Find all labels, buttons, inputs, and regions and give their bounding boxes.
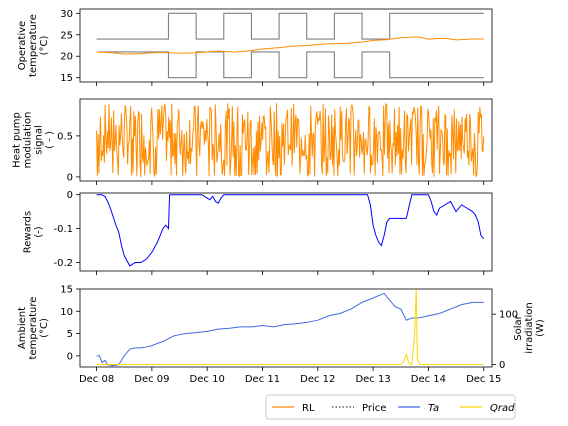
- plot-area: [96, 12, 484, 79]
- y-axis-label-line: (°C): [39, 318, 50, 338]
- comfort-bound-lower: [96, 51, 484, 79]
- y-tick-label: 0: [67, 172, 73, 183]
- y-axis-label-line: (-): [34, 226, 45, 238]
- comfort-bound-upper: [96, 12, 484, 40]
- y2-tick-label: 100: [499, 310, 518, 321]
- plot-area: [96, 194, 485, 267]
- legend-label: RL: [302, 403, 315, 414]
- y-axis-label-line: signal: [34, 125, 45, 155]
- y-tick-label: 25: [60, 30, 73, 41]
- y-axis-label-line: Rewards: [23, 211, 34, 253]
- legend-label: Price: [362, 403, 386, 414]
- legend: RL Price Ta Qrad: [265, 394, 516, 420]
- series-line-rl: [96, 36, 484, 55]
- y2-axis-label-line: (W): [535, 319, 546, 337]
- x-tick-label: Dec 14: [411, 374, 446, 385]
- y2-tick-label: 0: [499, 360, 505, 371]
- axes-frame: [79, 192, 493, 272]
- y-tick-label: 10: [60, 307, 73, 318]
- y-tick-label: 0: [67, 190, 73, 201]
- y-axis-label-line: Ambient: [17, 307, 28, 349]
- legend-label: Qrad: [490, 403, 515, 414]
- x-tick-label: Dec 09: [134, 374, 169, 385]
- x-tick-label: Dec 08: [79, 374, 114, 385]
- y2-axis-label-line: Solar: [513, 314, 524, 340]
- panel-2: 0 0.5 Heat pump modulation signal( - ): [12, 98, 493, 185]
- axes-frame: [79, 288, 493, 368]
- y-axis-label-line: temperature: [28, 14, 39, 77]
- y-axis-label-line: Operative: [17, 21, 28, 70]
- y-tick-label: 30: [60, 9, 73, 20]
- y-tick-label: -0.1: [53, 224, 73, 235]
- x-tick-label: Dec 10: [190, 374, 225, 385]
- y-axis-label-line: Heat pump: [12, 112, 23, 168]
- y-axis-label-line: ( - ): [45, 131, 56, 149]
- x-tick-label: Dec 11: [245, 374, 280, 385]
- y-tick-label: 5: [67, 329, 73, 340]
- series-line-rewards: [96, 194, 485, 267]
- axes-frame: [79, 8, 493, 83]
- y-tick-label: 0.5: [57, 131, 73, 142]
- series-line-ta: [96, 292, 484, 367]
- y-tick-label: 15: [60, 73, 73, 84]
- panel-3: 0 -0.1 -0.2 Rewards (-): [23, 190, 493, 275]
- series-line-rl: [96, 102, 485, 178]
- legend-box: [265, 394, 516, 420]
- y-axis-label-line: (°C): [39, 36, 50, 56]
- series-line-qrad: [96, 289, 484, 366]
- plot-area: [96, 102, 485, 178]
- plot-area: [96, 289, 484, 367]
- axes-frame: [79, 98, 493, 182]
- y2-axis-label-line: irradiation: [524, 302, 535, 353]
- y-tick-label: 20: [60, 52, 73, 63]
- y-tick-label: 0: [67, 351, 73, 362]
- x-tick-label: Dec 13: [355, 374, 390, 385]
- y-tick-label: 15: [60, 285, 73, 296]
- x-tick-label: Dec 15: [466, 374, 501, 385]
- y-axis-label-line: temperature: [28, 297, 39, 360]
- panel-1: 15 20 25 30 Operative temperature (°C): [17, 8, 493, 86]
- y-axis-label-line: modulation: [23, 112, 34, 169]
- legend-label: Ta: [428, 403, 439, 414]
- x-tick-label: Dec 12: [300, 374, 335, 385]
- y-tick-label: -0.2: [53, 258, 73, 269]
